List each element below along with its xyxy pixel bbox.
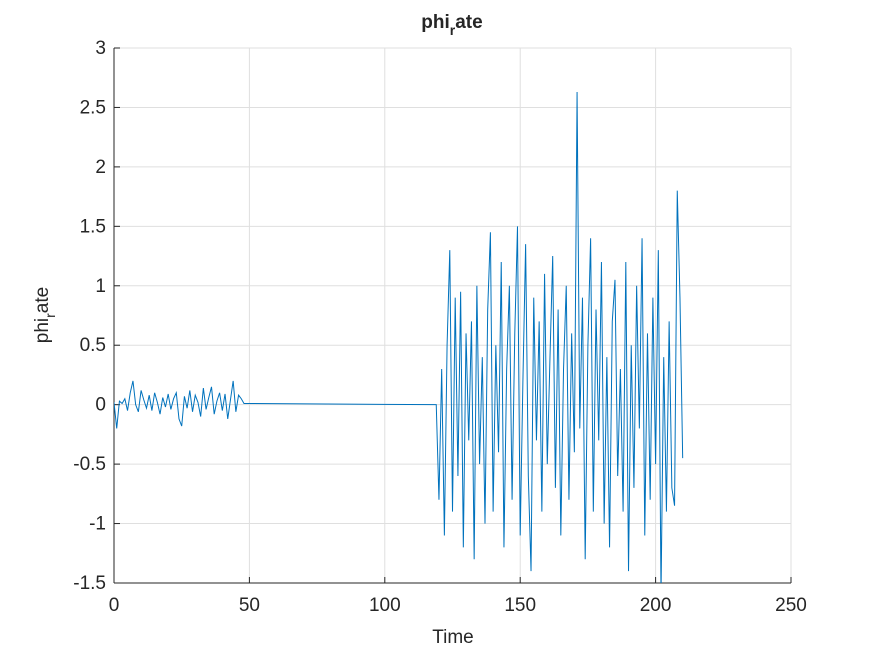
y-axis-label: phirate: [32, 287, 58, 343]
title-part: phi: [421, 12, 450, 33]
x-tick-label: 0: [109, 595, 120, 616]
y-tick-label: 0: [95, 395, 106, 416]
data-line: [114, 91, 684, 583]
y-tick-label: -1: [89, 514, 106, 535]
ylabel-part: phi: [32, 318, 53, 343]
x-tick-label: 150: [504, 595, 536, 616]
y-tick-label: -0.5: [73, 454, 106, 475]
y-tick-label: 1.5: [80, 216, 106, 237]
x-tick-label: 200: [640, 595, 672, 616]
chart-title: phirate: [421, 12, 482, 38]
ylabel-sub: r: [42, 313, 58, 318]
y-tick-label: 2: [95, 157, 106, 178]
x-tick-label: 100: [369, 595, 401, 616]
x-tick-label: 50: [239, 595, 260, 616]
title-sub: r: [450, 22, 456, 38]
x-axis-label: Time: [432, 627, 474, 648]
x-tick-label: 250: [775, 595, 807, 616]
y-tick-label: 2.5: [80, 97, 106, 118]
title-part: ate: [455, 12, 482, 33]
y-tick-label: 0.5: [80, 335, 106, 356]
y-tick-label: 1: [95, 276, 106, 297]
y-tick-label: -1.5: [73, 573, 106, 594]
y-tick-label: 3: [95, 38, 106, 59]
ylabel-part: ate: [32, 287, 53, 313]
